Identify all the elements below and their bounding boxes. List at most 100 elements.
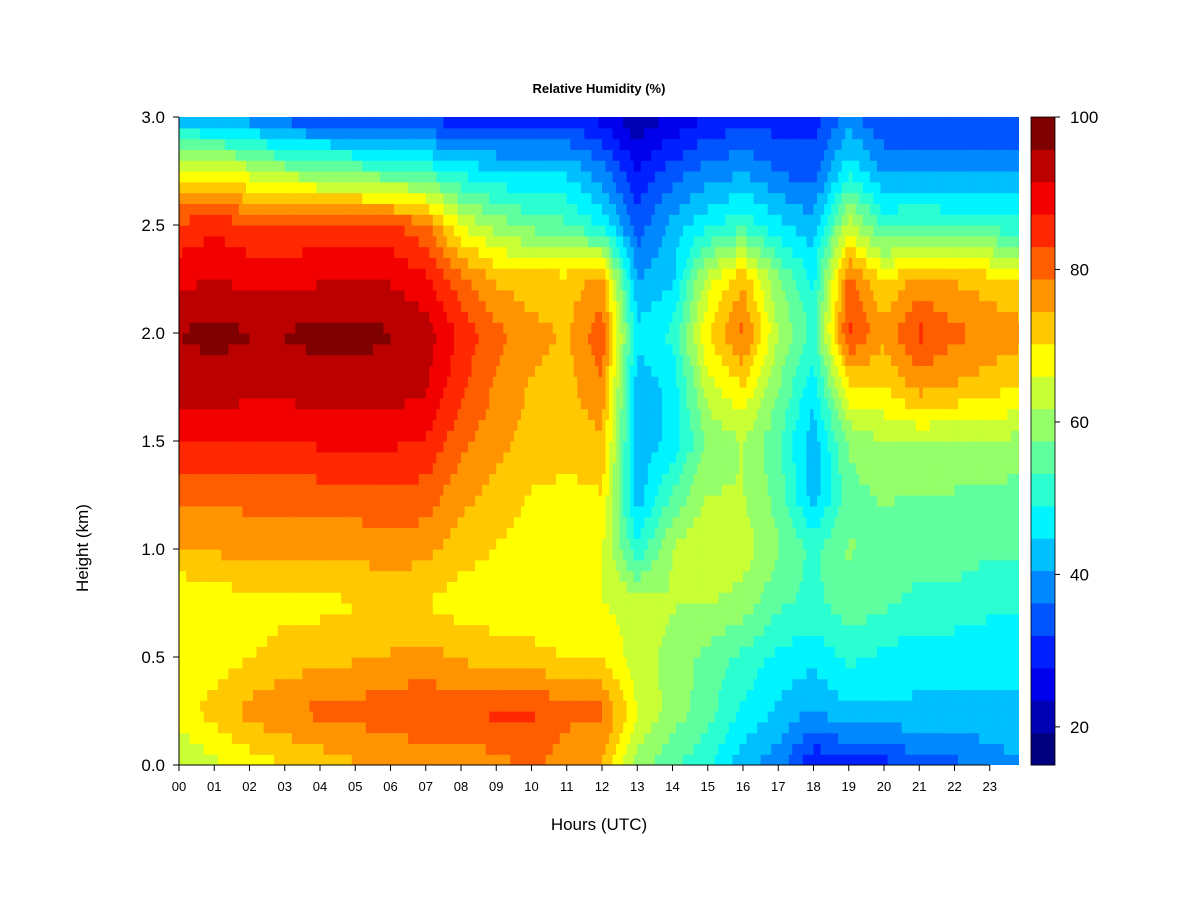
heatmap-cell xyxy=(193,743,198,755)
heatmap-cell xyxy=(193,451,198,464)
heatmap-cell xyxy=(288,516,293,528)
heatmap-cell xyxy=(337,246,342,258)
heatmap-cell xyxy=(260,646,265,658)
heatmap-cell xyxy=(404,559,409,572)
heatmap-cell xyxy=(344,711,349,723)
heatmap-cell xyxy=(235,570,240,582)
heatmap-cell xyxy=(358,311,363,323)
heatmap-cell xyxy=(228,441,233,453)
heatmap-cell xyxy=(372,322,377,334)
heatmap-cell xyxy=(411,527,416,539)
heatmap-cell xyxy=(386,657,392,669)
heatmap-cell xyxy=(390,225,395,237)
heatmap-cell xyxy=(316,149,321,161)
heatmap-cell xyxy=(203,441,208,453)
heatmap-cell xyxy=(235,451,240,464)
heatmap-cell xyxy=(383,700,388,712)
heatmap-cell xyxy=(203,700,208,712)
heatmap-cell xyxy=(179,667,184,680)
heatmap-cell xyxy=(408,171,413,183)
heatmap-cell xyxy=(358,343,363,356)
heatmap-cell xyxy=(207,603,212,615)
heatmap-cell xyxy=(210,397,215,410)
heatmap-cell xyxy=(348,311,353,323)
heatmap-cell xyxy=(408,495,413,507)
heatmap-cell xyxy=(238,721,244,734)
heatmap-cell xyxy=(425,516,430,528)
heatmap-cell xyxy=(369,181,374,194)
heatmap-cell xyxy=(193,635,198,647)
heatmap-cell xyxy=(256,646,261,658)
heatmap-cell xyxy=(224,235,229,248)
heatmap-cell xyxy=(316,322,321,334)
heatmap-cell xyxy=(309,235,314,248)
heatmap-cell xyxy=(186,646,191,658)
heatmap-cell xyxy=(450,613,455,626)
heatmap-cell xyxy=(450,441,455,453)
heatmap-cell xyxy=(408,419,413,431)
heatmap-cell xyxy=(200,657,205,669)
heatmap-cell xyxy=(320,387,325,399)
heatmap-cell xyxy=(316,268,321,280)
heatmap-cell xyxy=(394,570,399,582)
heatmap-cell xyxy=(224,678,229,690)
heatmap-cell xyxy=(312,171,318,183)
heatmap-cell xyxy=(284,441,289,453)
heatmap-cell xyxy=(193,419,198,431)
heatmap-cell xyxy=(461,376,466,388)
heatmap-cell xyxy=(242,171,247,183)
heatmap-cell xyxy=(249,376,254,388)
heatmap-cell xyxy=(323,419,328,431)
heatmap-cell xyxy=(464,268,469,280)
heatmap-cell xyxy=(390,441,395,453)
heatmap-cell xyxy=(468,333,473,345)
heatmap-cell xyxy=(277,743,282,755)
heatmap-cell xyxy=(369,484,374,496)
heatmap-cell xyxy=(249,538,254,550)
heatmap-cell xyxy=(320,613,325,626)
heatmap-cell xyxy=(193,268,198,280)
heatmap-cell xyxy=(351,462,356,474)
heatmap-cell xyxy=(288,484,293,496)
heatmap-cell xyxy=(305,149,311,161)
heatmap-cell xyxy=(379,138,385,150)
heatmap-cell xyxy=(369,678,374,690)
heatmap-cell xyxy=(461,592,466,604)
heatmap-cell xyxy=(394,700,399,712)
heatmap-cell xyxy=(256,333,261,345)
heatmap-cell xyxy=(196,711,201,723)
heatmap-cell xyxy=(217,441,222,453)
heatmap-cell xyxy=(196,624,201,636)
heatmap-cell xyxy=(418,700,423,712)
heatmap-cell xyxy=(284,527,289,539)
heatmap-cell xyxy=(372,646,377,658)
heatmap-cell xyxy=(274,549,279,561)
heatmap-cell xyxy=(305,365,311,377)
heatmap-cell xyxy=(348,667,353,680)
heatmap-cell xyxy=(291,646,296,658)
heatmap-cell xyxy=(323,127,328,140)
heatmap-cell xyxy=(291,549,296,561)
heatmap-cell xyxy=(288,408,293,420)
heatmap-cell xyxy=(411,462,416,474)
heatmap-cell xyxy=(432,538,437,550)
heatmap-cell xyxy=(330,311,335,323)
heatmap-cell xyxy=(404,397,409,410)
heatmap-cell xyxy=(376,257,381,269)
heatmap-cell xyxy=(383,430,388,442)
heatmap-cell xyxy=(327,235,332,248)
heatmap-cell xyxy=(245,473,251,485)
heatmap-cell xyxy=(217,473,222,485)
heatmap-cell xyxy=(337,311,342,323)
heatmap-cell xyxy=(298,700,303,712)
heatmap-cell xyxy=(379,289,385,302)
heatmap-cell xyxy=(365,603,370,615)
heatmap-cell xyxy=(200,754,205,765)
heatmap-cell xyxy=(401,300,406,312)
heatmap-cell xyxy=(256,538,261,550)
heatmap-cell xyxy=(224,430,229,442)
heatmap-cell xyxy=(439,462,444,474)
heatmap-cell xyxy=(210,603,215,615)
heatmap-cell xyxy=(284,538,289,550)
heatmap-cell xyxy=(355,268,360,280)
